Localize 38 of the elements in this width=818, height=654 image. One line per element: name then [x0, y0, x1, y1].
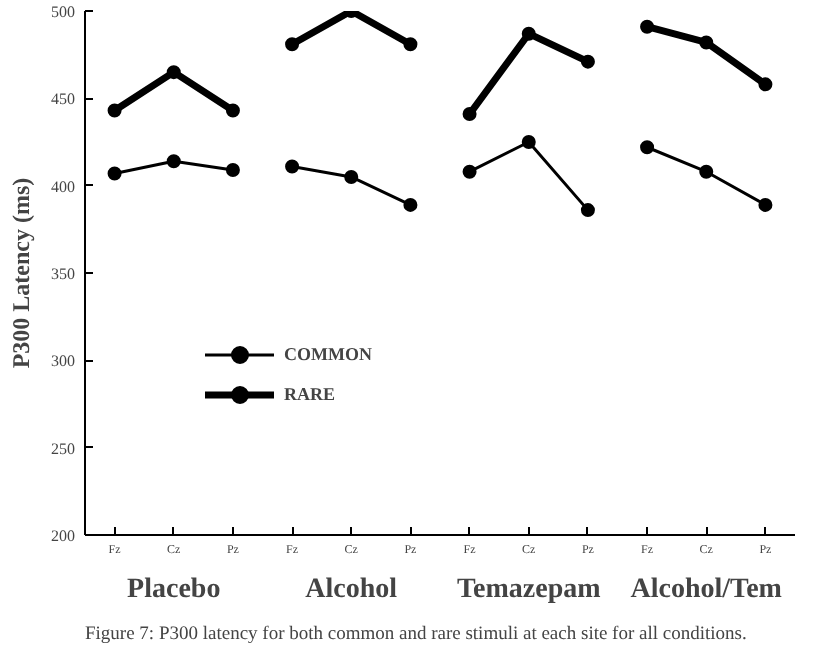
- caption: Figure 7: P300 latency for both common and rare stimuli at each site for all conditions.: [85, 625, 747, 645]
- point: [225, 103, 240, 118]
- point: [580, 203, 595, 218]
- point: [521, 135, 536, 149]
- point: [758, 77, 773, 92]
- point: [403, 197, 418, 212]
- point: [166, 154, 181, 169]
- point: [521, 26, 536, 41]
- point: [699, 164, 714, 179]
- text: Temazepam: [456, 575, 602, 605]
- y-tick-label: 200: [51, 527, 75, 545]
- point: [640, 19, 655, 34]
- point: [462, 164, 477, 179]
- point: [107, 166, 122, 181]
- point: [225, 162, 240, 177]
- legend-label: RARE: [284, 384, 336, 404]
- y-tick-label: 400: [51, 177, 75, 196]
- point: [640, 140, 655, 155]
- point: [462, 107, 477, 122]
- point: [580, 54, 595, 69]
- text: Alcohol/Tem: [630, 575, 783, 605]
- y-tick-label: 300: [51, 352, 75, 371]
- point: [699, 35, 714, 50]
- point: [107, 103, 122, 118]
- y-tick-label: 250: [51, 439, 75, 458]
- point: [758, 197, 773, 212]
- y-tick-label: 350: [51, 265, 75, 283]
- point: [166, 65, 181, 80]
- y-axis-title: P300 Latency (ms): [7, 177, 35, 369]
- point: [403, 37, 418, 52]
- text: Placebo: [127, 575, 221, 605]
- y-tick-label: 450: [51, 90, 75, 109]
- point: [285, 37, 300, 52]
- point: [344, 169, 359, 184]
- legend-label: COMMON: [284, 344, 372, 364]
- y-tick-label: 500: [51, 3, 75, 21]
- point: [285, 159, 300, 174]
- text: Alcohol: [305, 575, 398, 605]
